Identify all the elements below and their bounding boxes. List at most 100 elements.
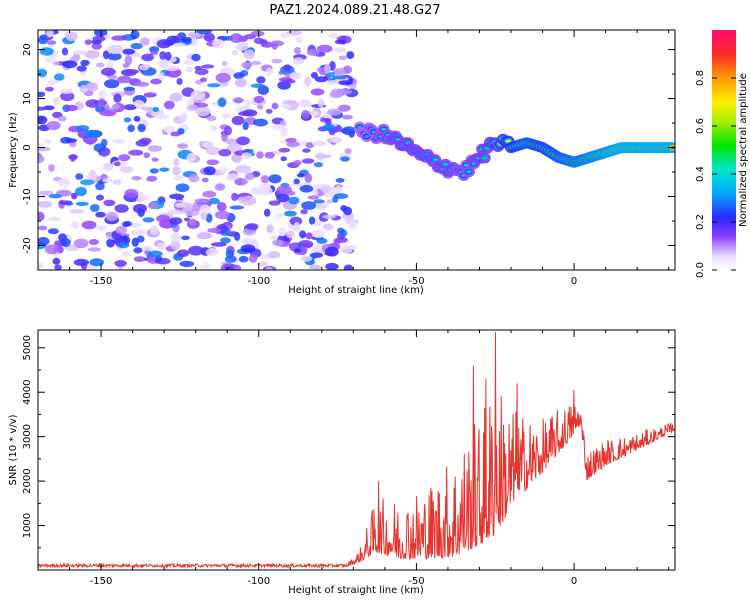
spectrogram-noise-cell [140,37,150,46]
spectrogram-noise-cell [335,185,343,194]
spectrogram-noise-cell [116,75,132,84]
spectrogram-noise-cell [236,42,249,51]
spectrogram-noise-cell [164,65,180,72]
spectrogram-noise-cell [53,73,65,81]
spectrogram-noise-cell [38,211,45,222]
spectrogram-noise-cell [306,49,320,56]
spectrogram-noise-cell [195,106,211,117]
spectrogram-noise-cell [179,260,195,268]
spectrogram-noise-cell [205,248,219,257]
spectrogram-noise-cell [44,57,56,64]
spectrogram-noise-cell [87,247,102,252]
spectrogram-noise-cell [119,166,134,174]
spectrogram-noise-cell [271,43,278,50]
spectrogram-noise-cell [69,209,84,214]
spectrogram-noise-cell [75,173,84,180]
spectrogram-noise-cell [278,227,287,237]
spectrogram-noise-cell [96,194,104,201]
spectrogram-noise-cell [245,223,259,231]
spectrogram-noise-cell [265,266,273,270]
spectrogram-noise-cell [234,78,247,88]
spectrogram-noise-cell [272,239,285,247]
spectrogram-noise-cell [231,115,245,126]
spectrogram-noise-cell [317,98,325,108]
spectrogram-signal-core [432,158,438,162]
spectrogram-noise-cell [265,67,273,77]
spectrogram-noise-cell [183,59,195,66]
spectrogram-noise-cell [122,48,136,55]
spectrogram-noise-cell [333,47,346,53]
spectrogram-noise-cell [45,86,54,92]
spectrogram-noise-cell [123,117,132,123]
spectrogram-noise-cell [203,32,215,42]
spectrogram-noise-cell [206,115,217,122]
spectrogram-noise-cell [139,64,150,71]
spectrogram-noise-cell [89,258,105,267]
spectrogram-noise-cell [46,120,61,131]
spectrogram-noise-cell [201,64,215,69]
spectrogram-noise-cell [333,238,341,245]
spectrogram-noise-cell [201,177,209,183]
spectrogram-noise-cell [45,139,52,144]
snr-ylabel: SNR (10 * v/v) [8,414,19,485]
spectrogram-noise-cell [88,239,99,245]
spectrogram-noise-cell [107,44,124,55]
spectrogram-noise-cell [278,148,291,153]
spectrogram-noise-cell [282,100,298,105]
spectrogram-noise-cell [334,67,346,77]
spectrogram-noise-cell [305,232,313,240]
spectrogram-noise-cell [75,186,87,197]
spectrogram-noise-cell [221,60,228,67]
spectrogram-noise-cell [298,246,308,256]
spectrogram-noise-cell [38,106,47,111]
spectrogram-noise-cell [79,84,88,94]
spectrogram-noise-cell [57,177,71,188]
spectrogram-noise-cell [276,185,293,195]
spectrogram-noise-cell [268,250,281,259]
spectrogram-noise-cell [53,97,60,106]
spectrogram-noise-cell [313,162,323,168]
spectrogram-noise-cell [38,68,48,78]
spectrogram-noise-cell [224,255,237,263]
spectrogram-noise-cell [38,236,50,246]
spectrogram-noise-cell [248,254,258,263]
spectrogram-noise-cell [283,210,297,217]
spectrogram-noise-cell [135,139,150,147]
spectrogram-noise-cell [327,108,342,116]
spectrogram-noise-cell [181,235,190,240]
spectrogram-noise-cell [58,200,73,205]
spectrogram-noise-cell [293,47,301,55]
spectrogram-noise-cell [286,230,295,239]
spectrogram-noise-cell [257,104,264,110]
y-tick-label: 0 [22,144,33,150]
spectrogram-noise-cell [202,141,214,149]
spectrogram-noise-cell [141,246,153,251]
spectrogram-noise-cell [200,77,207,82]
spectrogram-noise-cell [93,143,106,153]
spectrogram-noise-cell [107,52,122,61]
spectrogram-noise-cell [46,40,57,45]
spectrogram-noise-cell [322,223,334,231]
spectrogram-noise-cell [132,203,148,214]
spectrogram-noise-cell [143,92,157,98]
spectrogram-noise-cell [338,55,347,61]
spectrogram-noise-cell [150,225,159,236]
spectrogram-noise-cell [241,61,253,69]
spectrogram-noise-cell [180,112,188,122]
spectrogram-noise-cell [236,136,250,146]
spectrogram-noise-cell [250,61,262,65]
spectrogram-noise-cell [286,141,300,148]
spectrogram-noise-cell [344,148,352,155]
spectrogram-noise-cell [279,120,287,127]
spectrogram-noise-cell [240,244,256,253]
spectrogram-noise-cell [169,209,179,215]
spectrogram-noise-cell [302,148,311,153]
spectrogram-noise-cell [322,123,335,132]
spectrogram-noise-cell [225,266,234,270]
spectrogram-noise-cell [244,172,255,181]
spectrogram-noise-cell [325,262,339,270]
spectrogram-noise-cell [117,242,130,249]
spectrogram-noise-cell [337,227,345,234]
spectrogram-noise-cell [96,225,108,232]
